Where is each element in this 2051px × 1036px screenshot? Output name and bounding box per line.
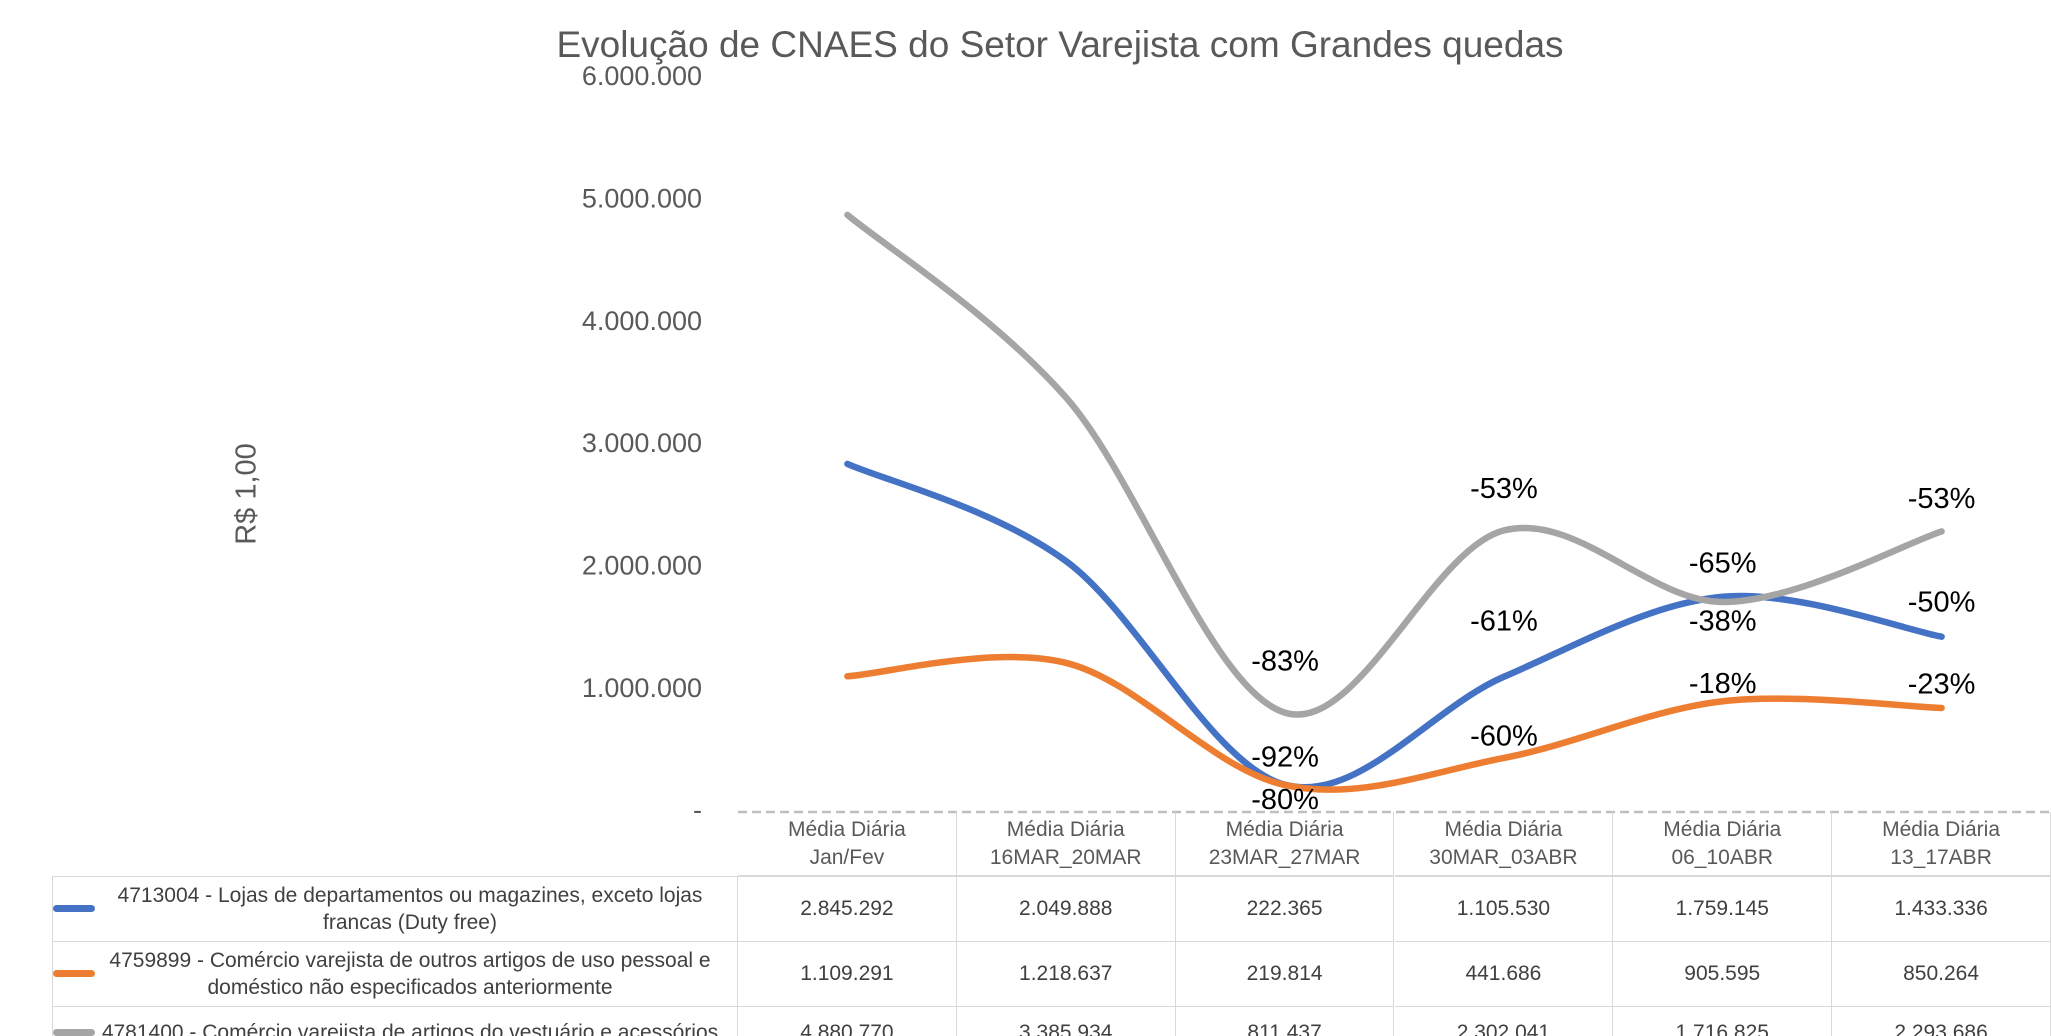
data-label: -38% xyxy=(1689,605,1757,637)
table-header: Média Diária 16MAR_20MAR xyxy=(956,812,1176,876)
series-line xyxy=(844,460,1945,791)
data-label: -92% xyxy=(1251,741,1319,773)
table-value: 905.595 xyxy=(1613,942,1833,1007)
data-label: -53% xyxy=(1470,473,1538,505)
data-label: -50% xyxy=(1908,586,1976,618)
data-label: -80% xyxy=(1251,784,1319,816)
y-tick-label: 6.000.000 xyxy=(582,61,702,91)
legend-text: 4759899 - Comércio varejista de outros a… xyxy=(109,948,711,999)
table-value: 1.716.825 xyxy=(1613,1007,1833,1036)
data-label: -83% xyxy=(1251,645,1319,677)
chart-title: Evolução de CNAES do Setor Varejista com… xyxy=(556,24,1563,65)
y-tick-label: 2.000.000 xyxy=(582,550,702,580)
table-header: Média Diária Jan/Fev xyxy=(738,812,957,876)
table-value: 4.880.770 xyxy=(738,1007,957,1036)
table-value: 2.293.686 xyxy=(1832,1007,2051,1036)
table-value: 2.845.292 xyxy=(738,876,957,942)
data-label: -18% xyxy=(1689,668,1757,700)
data-label: -23% xyxy=(1908,669,1976,701)
y-tick-label: 1.000.000 xyxy=(582,673,702,703)
table-header: Média Diária 30MAR_03ABR xyxy=(1394,812,1614,876)
data-label: -65% xyxy=(1689,548,1757,580)
legend-entry: 4781400 - Comércio varejista de artigos … xyxy=(52,1007,738,1036)
legend-marker xyxy=(53,1029,95,1036)
y-tick-label: - xyxy=(693,795,702,825)
legend-marker xyxy=(53,905,95,912)
table-value: 850.264 xyxy=(1832,942,2051,1007)
legend-entry: 4759899 - Comércio varejista de outros a… xyxy=(52,942,738,1007)
table-value: 219.814 xyxy=(1175,942,1395,1007)
data-label: -61% xyxy=(1470,605,1538,637)
table-value: 2.302.041 xyxy=(1395,1007,1614,1036)
table-value: 2.049.888 xyxy=(956,876,1176,942)
legend-text: 4781400 - Comércio varejista de artigos … xyxy=(101,1021,719,1036)
table-header: Média Diária 23MAR_27MAR xyxy=(1175,812,1395,876)
table-value: 1.109.291 xyxy=(738,942,957,1007)
y-axis-title: R$ 1,00 xyxy=(231,443,263,545)
y-tick-label: 4.000.000 xyxy=(582,306,702,336)
legend-entry: 4713004 - Lojas de departamentos ou maga… xyxy=(52,876,738,942)
table-value: 441.686 xyxy=(1394,942,1614,1007)
series-line xyxy=(844,211,1945,718)
table-value: 1.218.637 xyxy=(956,942,1176,1007)
data-label: -60% xyxy=(1470,721,1538,753)
series-line xyxy=(844,653,1945,793)
table-value: 1.433.336 xyxy=(1832,876,2051,942)
data-label: -53% xyxy=(1908,483,1976,515)
table-header: Média Diária 06_10ABR xyxy=(1613,812,1833,876)
table-value: 1.759.145 xyxy=(1613,876,1833,942)
table-value: 811.437 xyxy=(1176,1007,1395,1036)
table-value: 222.365 xyxy=(1175,876,1395,942)
table-value: 3.385.934 xyxy=(957,1007,1176,1036)
legend-text: 4713004 - Lojas de departamentos ou maga… xyxy=(117,883,703,934)
y-tick-label: 5.000.000 xyxy=(582,183,702,213)
table-header: Média Diária 13_17ABR xyxy=(1832,812,2051,876)
table-value: 1.105.530 xyxy=(1394,876,1614,942)
y-tick-label: 3.000.000 xyxy=(582,428,702,458)
legend-marker xyxy=(53,970,95,977)
